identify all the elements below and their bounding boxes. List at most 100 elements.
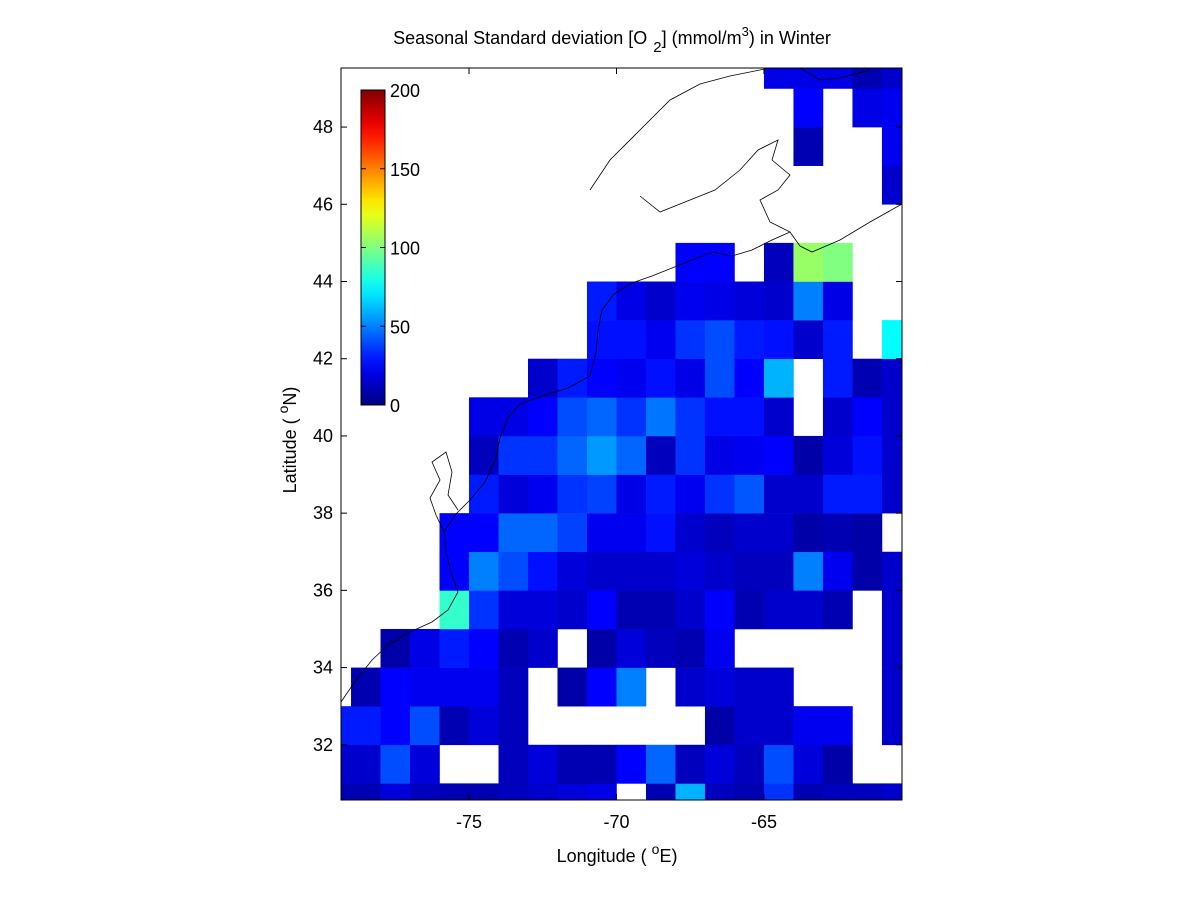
heatmap-cell bbox=[645, 783, 676, 800]
coastline-north bbox=[799, 68, 871, 81]
heatmap-cell bbox=[616, 397, 647, 437]
heatmap-cell bbox=[586, 397, 617, 437]
heatmap-cell bbox=[881, 397, 902, 437]
y-axis-label: Latitude ( oN) bbox=[275, 387, 300, 494]
x-axis-label: Longitude ( oE) bbox=[557, 841, 678, 866]
heatmap-cell bbox=[616, 474, 647, 514]
heatmap-cell bbox=[410, 628, 440, 668]
heatmap-cell bbox=[616, 667, 647, 707]
heatmap-cell bbox=[822, 358, 853, 398]
y-label-part: Latitude ( bbox=[280, 413, 300, 493]
heatmap-cell bbox=[881, 590, 902, 630]
heatmap-cell bbox=[822, 397, 853, 437]
heatmap-cell bbox=[734, 744, 765, 784]
colorbar-tick-label: 0 bbox=[390, 396, 400, 416]
heatmap-cell bbox=[704, 628, 735, 668]
title-part: ] (mmol/m bbox=[662, 28, 742, 48]
x-tick-label: -75 bbox=[456, 812, 482, 832]
chart-title: Seasonal Standard deviation [O 2] (mmol/m… bbox=[393, 24, 831, 56]
heatmap-cell bbox=[410, 667, 440, 707]
heatmap-cell bbox=[704, 551, 735, 591]
heatmap-cell bbox=[586, 435, 617, 475]
y-tick-label: 34 bbox=[313, 658, 333, 678]
colorbar-tick-label: 200 bbox=[390, 81, 420, 101]
heatmap-cell bbox=[439, 783, 470, 800]
heatmap-cell bbox=[675, 242, 706, 282]
heatmap-cell bbox=[645, 513, 676, 553]
heatmap-cell bbox=[734, 358, 765, 398]
heatmap-cell bbox=[881, 667, 902, 707]
heatmap-cell bbox=[881, 628, 902, 668]
y-label-part: N) bbox=[280, 387, 300, 406]
heatmap-cell bbox=[410, 744, 440, 784]
heatmap-cell bbox=[439, 706, 470, 746]
heatmap-cell bbox=[439, 628, 470, 668]
heatmap-cell bbox=[675, 513, 706, 553]
heatmap-cell bbox=[439, 590, 470, 630]
heatmap-cell bbox=[557, 744, 588, 784]
heatmap-cell bbox=[586, 783, 617, 800]
y-tick-label: 32 bbox=[313, 735, 333, 755]
heatmap-cell bbox=[852, 358, 883, 398]
heatmap-cell bbox=[528, 435, 558, 475]
heatmap-cell bbox=[763, 667, 794, 707]
heatmap-cell bbox=[793, 435, 824, 475]
heatmap-cell bbox=[704, 590, 735, 630]
heatmap-cell bbox=[557, 667, 588, 707]
heatmap-cell bbox=[793, 513, 824, 553]
heatmap-cell bbox=[734, 706, 765, 746]
heatmap-cell bbox=[586, 628, 617, 668]
heatmap-cell bbox=[351, 744, 381, 784]
heatmap-cell bbox=[822, 68, 853, 89]
heatmap-cell bbox=[586, 358, 617, 398]
heatmap-cell bbox=[763, 551, 794, 591]
heatmap-cell bbox=[469, 590, 499, 630]
heatmap-cell bbox=[469, 551, 499, 591]
heatmap-cell bbox=[881, 435, 902, 475]
heatmap-cell bbox=[498, 435, 529, 475]
heatmap-cell bbox=[675, 474, 706, 514]
heatmap-cell bbox=[734, 551, 765, 591]
heatmap-cell bbox=[586, 320, 617, 360]
heatmap-cell bbox=[881, 68, 902, 89]
heatmap-cell bbox=[498, 628, 529, 668]
heatmap-cell bbox=[645, 320, 676, 360]
heatmap-cell bbox=[763, 435, 794, 475]
heatmap-cell bbox=[675, 590, 706, 630]
heatmap-cell bbox=[528, 551, 558, 591]
heatmap-cell bbox=[469, 474, 499, 514]
heatmap-cell bbox=[498, 783, 529, 800]
heatmap-cell bbox=[793, 783, 824, 800]
heatmap-cell bbox=[528, 783, 558, 800]
heatmap-cell bbox=[675, 628, 706, 668]
heatmap-cell bbox=[763, 783, 794, 800]
heatmap-cell bbox=[763, 590, 794, 630]
heatmap-cell bbox=[645, 474, 676, 514]
heatmap-cell bbox=[793, 744, 824, 784]
heatmap-cell bbox=[586, 474, 617, 514]
heatmap-cell bbox=[410, 706, 440, 746]
heatmap-cell bbox=[734, 590, 765, 630]
x-label-part: E) bbox=[659, 846, 677, 866]
heatmap-cell bbox=[645, 397, 676, 437]
heatmap-cell bbox=[439, 551, 470, 591]
heatmap-cell bbox=[793, 320, 824, 360]
heatmap-cell bbox=[881, 88, 902, 128]
heatmap-cell bbox=[852, 88, 883, 128]
heatmap-cell bbox=[852, 68, 883, 89]
heatmap-cell bbox=[704, 242, 735, 282]
heatmap-cell bbox=[822, 706, 853, 746]
heatmap-cell bbox=[469, 513, 499, 553]
coastline bbox=[341, 68, 902, 703]
heatmap-cell bbox=[498, 744, 529, 784]
heatmap-cell bbox=[528, 628, 558, 668]
heatmap-cell bbox=[380, 667, 411, 707]
heatmap-cell bbox=[822, 474, 853, 514]
heatmap-cell bbox=[704, 435, 735, 475]
heatmap-cell bbox=[763, 281, 794, 321]
heatmap-cell bbox=[439, 513, 470, 553]
heatmap-cell bbox=[380, 628, 411, 668]
heatmap-cell bbox=[881, 474, 902, 514]
heatmap-cell bbox=[557, 474, 588, 514]
axis-ticks: -75 -70 -65 32 34 36 38 40 42 44 46 48 bbox=[313, 68, 902, 832]
